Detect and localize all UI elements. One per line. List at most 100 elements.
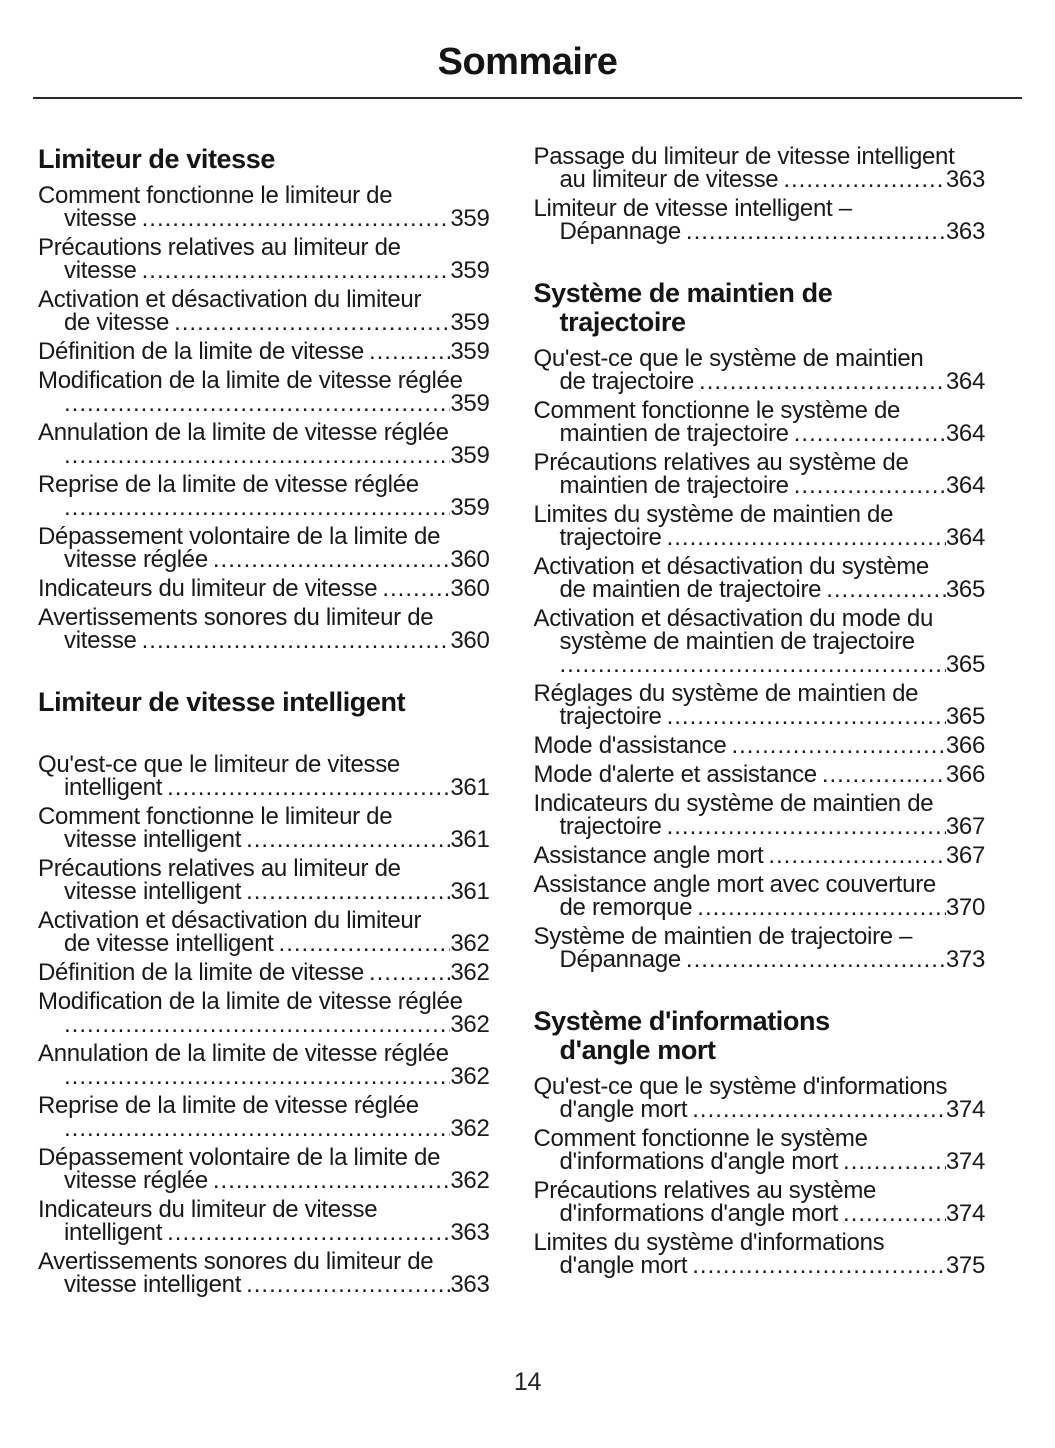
toc-entry-leader-row: ........................................… — [38, 494, 490, 521]
dot-leader: ........................................… — [692, 1098, 946, 1121]
toc-entry-leader-row: trajectoire.............................… — [534, 703, 986, 730]
toc-entry-page: 375 — [945, 1252, 985, 1279]
toc-entry-text: d'informations d'angle mort — [559, 1148, 839, 1175]
dot-leader: ........................................… — [685, 220, 946, 243]
toc-column-right: Passage du limiteur de vitesse intellige… — [534, 145, 986, 1302]
toc-entry: Qu'est-ce que le système de maintien de t… — [533, 345, 986, 395]
section-heading-line: Limiteur de vitesse intelligent — [38, 687, 406, 717]
toc-entry: Assistance angle mort...................… — [534, 842, 986, 869]
toc-entry-text: Modification de la limite de vitesse rég… — [38, 367, 463, 394]
toc-entry-page: 373 — [945, 946, 985, 973]
toc-entry: Annulation de la limite de vitesse réglé… — [38, 419, 490, 468]
dot-leader: ........................................… — [64, 444, 450, 467]
toc-entry: Comment fonctionne le système de maintien… — [533, 397, 986, 446]
toc-entry-leader-row: intelligent.............................… — [38, 1219, 490, 1246]
toc-entry-leader-row: Indicateurs du limiteur de vitesse......… — [38, 575, 490, 602]
toc-entry-leader-row: ........................................… — [38, 1115, 490, 1142]
section-heading: Système de maintien de trajectoire — [534, 279, 986, 337]
toc-entry-leader-row: de vitesse..............................… — [38, 309, 490, 336]
toc-entry-page: 364 — [945, 524, 985, 551]
dot-leader: ........................................… — [783, 168, 946, 191]
toc-entry: Qu'est-ce que le système d'informations d… — [534, 1075, 986, 1122]
toc-entry-page: 366 — [945, 732, 985, 759]
dot-leader: ........................................… — [246, 828, 451, 851]
toc-entry-text: d'angle mort — [559, 1252, 688, 1279]
toc-entry-page: 361 — [450, 774, 490, 801]
toc-entry-text: Annulation de la limite de vitesse réglé… — [38, 1040, 449, 1067]
toc-entry-text: Comment fonctionne le limiteur de — [38, 182, 393, 209]
toc-entry-text: de maintien de trajectoire — [559, 576, 822, 603]
toc-entry: Précautions relatives au limiteur de vite… — [38, 857, 490, 904]
toc-entry-page: 366 — [945, 761, 985, 788]
toc-entry-page: 360 — [450, 575, 490, 602]
toc-entry-leader-row: ........................................… — [534, 653, 986, 677]
toc-entry-page: 374 — [945, 1200, 985, 1227]
toc-entry: Mode d'assistance.......................… — [533, 732, 986, 759]
toc-entry-page: 359 — [450, 494, 490, 521]
toc-entry-page: 367 — [945, 813, 985, 840]
toc-entry-leader-row: Mode d'alerte et assistance.............… — [534, 761, 986, 788]
dot-leader: ........................................… — [697, 896, 946, 919]
dot-leader: ........................................… — [793, 474, 946, 497]
toc-entry-text: vitesse — [64, 627, 137, 654]
toc-entry-leader-row: d'angle mort............................… — [534, 1252, 986, 1279]
toc-entry-text: Qu'est-ce que le système de maintien — [533, 345, 924, 372]
toc-entry: Mode d'alerte et assistance.............… — [534, 761, 986, 788]
toc-entry: Activation et désactivation du mode du sy… — [533, 605, 986, 677]
toc-entry: Passage du limiteur de vitesse intellige… — [534, 145, 986, 192]
toc-entry-page: 362 — [450, 1115, 490, 1142]
toc-entry-text: Comment fonctionne le système de — [533, 397, 901, 424]
toc-entry-text: Système de maintien de trajectoire – — [533, 923, 913, 950]
toc-entry-page: 364 — [945, 472, 985, 499]
toc-entry-leader-row: intelligent.............................… — [38, 774, 490, 801]
page-title: Sommaire — [437, 41, 618, 83]
toc-entry-leader-row: maintien de trajectoire.................… — [534, 422, 986, 446]
toc-entry-text: de remorque — [559, 894, 693, 921]
toc-entry-page: 362 — [450, 1011, 490, 1038]
toc-entry-page: 367 — [945, 842, 985, 869]
toc-entry: Indicateurs du limiteur de vitesse intell… — [38, 1198, 490, 1246]
toc-entry-page: 359 — [450, 338, 490, 365]
toc-entry-page: 361 — [450, 826, 490, 853]
toc-entry: Dépassement volontaire de la limite de vi… — [38, 525, 490, 572]
toc-entry-text: Limiteur de vitesse intelligent – — [533, 195, 853, 222]
toc-entry-text: de vitesse — [64, 309, 170, 336]
dot-leader: ........................................… — [212, 1169, 451, 1192]
toc-entry-text: Précautions relatives au système — [533, 1177, 877, 1204]
dot-leader: ........................................… — [699, 370, 946, 393]
toc-entry-leader-row: vitesse intelligent.....................… — [38, 880, 490, 904]
section-heading-line: trajectoire — [559, 307, 687, 337]
toc-entry-text: Mode d'assistance — [533, 732, 727, 759]
toc-entry-page: 363 — [945, 218, 985, 245]
dot-leader: ........................................… — [826, 578, 946, 601]
toc-entry-text: trajectoire — [559, 703, 662, 730]
toc-entry-page: 364 — [945, 368, 985, 395]
toc-entry: Activation et désactivation du limiteur d… — [38, 288, 490, 336]
toc-entry-text: vitesse réglée — [64, 1167, 208, 1194]
dot-leader: ........................................… — [64, 1065, 450, 1088]
toc-entry-page: 362 — [450, 930, 490, 957]
toc-entry-text: Limites du système d'informations — [533, 1229, 885, 1256]
toc-entry-leader-row: vitesse réglée..........................… — [38, 548, 490, 572]
toc-entry-page: 359 — [450, 309, 490, 336]
toc-entry: Modification de la limite de vitesse rég… — [38, 990, 490, 1038]
toc-entry-leader-row: vitesse.................................… — [38, 259, 490, 283]
toc-entry-page: 363 — [450, 1219, 490, 1246]
toc-entry-leader-row: vitesse réglée..........................… — [38, 1167, 490, 1194]
toc-entry-text: système de maintien de trajectoire — [559, 628, 916, 655]
toc-entry: Avertissements sonores du limiteur de vit… — [38, 1250, 490, 1297]
toc-entry-page: 359 — [450, 205, 490, 232]
toc-entry-leader-row: Dépannage...............................… — [534, 946, 986, 973]
toc-entry-text: Indicateurs du système de maintien de — [533, 790, 934, 817]
toc-entry-text: Activation et désactivation du mode du — [533, 605, 934, 632]
toc-entry: Précautions relatives au système de maint… — [534, 451, 986, 499]
dot-leader: ........................................… — [368, 340, 451, 363]
section-heading: Système d'informations d'angle mort — [534, 1007, 986, 1065]
toc-entry-text: Activation et désactivation du système — [533, 553, 930, 580]
toc-entry-text: Annulation de la limite de vitesse réglé… — [38, 419, 449, 446]
toc-entry: Précautions relatives au limiteur de vite… — [38, 236, 490, 283]
dot-leader: ........................................… — [141, 629, 451, 652]
dot-leader: ........................................… — [382, 577, 450, 600]
toc-entry-text: Dépannage — [559, 218, 682, 245]
dot-leader: ........................................… — [167, 1221, 451, 1244]
